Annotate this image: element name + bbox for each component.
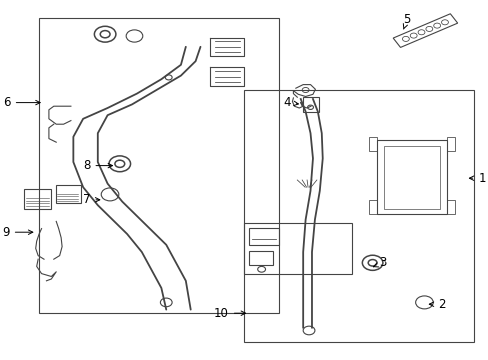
Bar: [303, 97, 318, 112]
Bar: [249, 251, 272, 265]
Text: 8: 8: [83, 159, 112, 172]
Bar: [383, 146, 439, 209]
Bar: [447, 200, 454, 214]
Text: 10: 10: [214, 307, 245, 320]
Text: 7: 7: [83, 193, 100, 206]
Bar: [39, 18, 278, 313]
Bar: [24, 189, 51, 209]
Text: 4: 4: [283, 96, 298, 109]
Bar: [368, 200, 376, 214]
Text: 6: 6: [3, 96, 40, 109]
Text: 1: 1: [468, 172, 485, 185]
Text: 2: 2: [428, 298, 444, 311]
Bar: [368, 137, 376, 151]
Bar: [376, 140, 447, 214]
Bar: [447, 137, 454, 151]
Bar: [56, 185, 81, 203]
Text: 5: 5: [403, 13, 410, 29]
Bar: [244, 223, 351, 274]
Text: 3: 3: [373, 256, 386, 269]
Bar: [244, 90, 473, 342]
Text: 9: 9: [2, 226, 33, 239]
Bar: [249, 228, 278, 245]
